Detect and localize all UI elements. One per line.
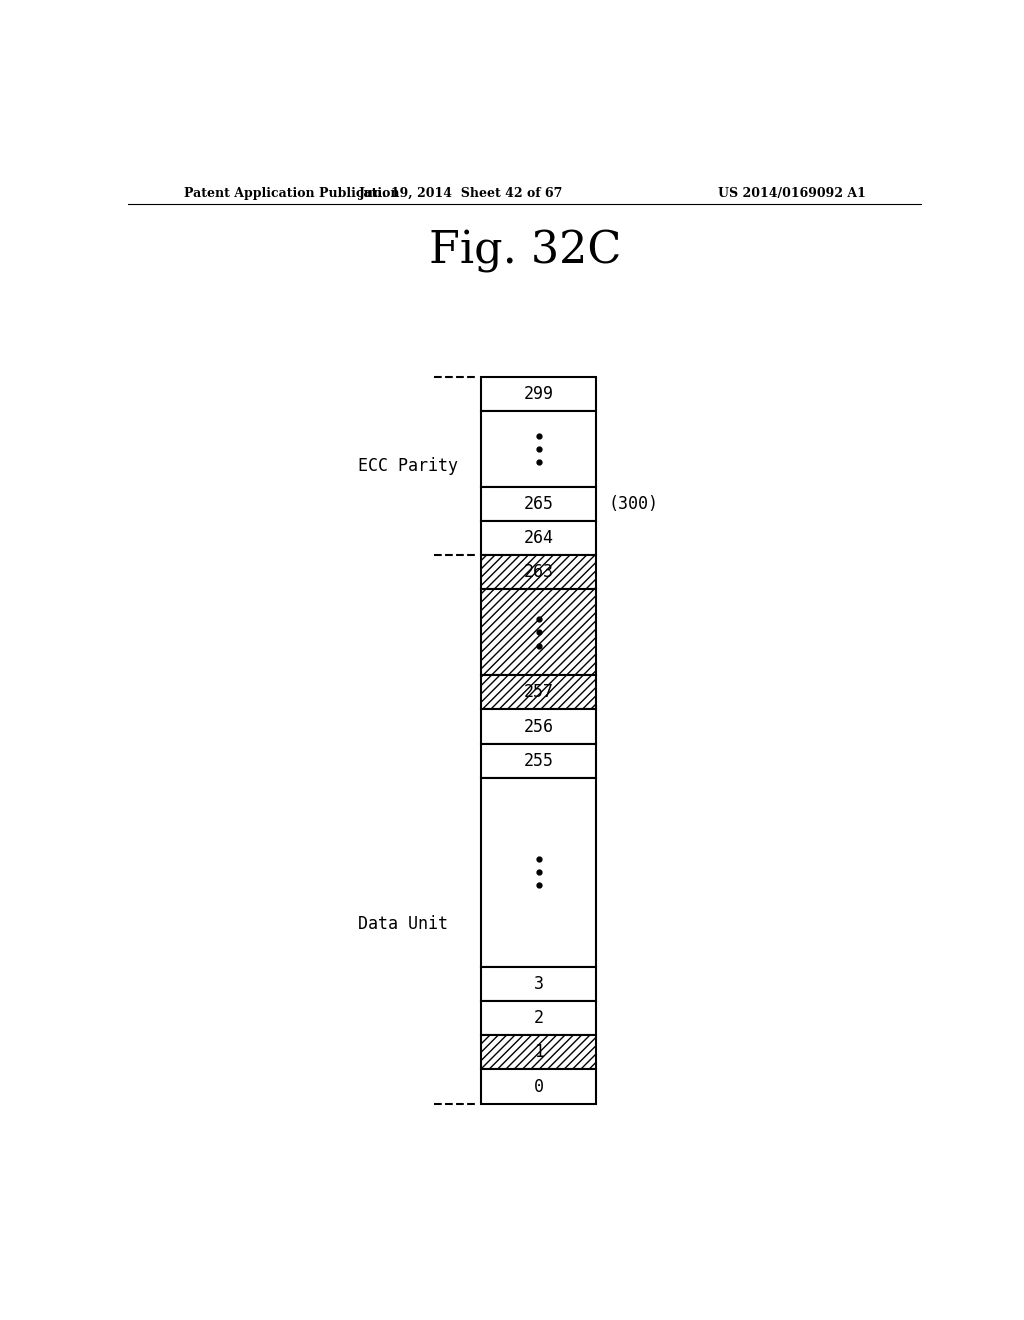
Bar <box>481 709 596 743</box>
Bar <box>481 966 596 1001</box>
Bar <box>481 1001 596 1035</box>
Bar <box>481 675 596 709</box>
Text: 264: 264 <box>523 529 554 546</box>
Text: Jun. 19, 2014  Sheet 42 of 67: Jun. 19, 2014 Sheet 42 of 67 <box>359 187 563 199</box>
Text: 1: 1 <box>534 1043 544 1061</box>
Text: 0: 0 <box>534 1077 544 1096</box>
Text: 263: 263 <box>523 564 554 581</box>
Text: 257: 257 <box>523 684 554 701</box>
Text: 3: 3 <box>534 974 544 993</box>
Bar <box>481 1035 596 1069</box>
Text: Fig. 32C: Fig. 32C <box>429 230 621 273</box>
Text: (300): (300) <box>608 495 658 512</box>
Bar <box>481 743 596 777</box>
Bar <box>481 378 596 412</box>
Text: Data Unit: Data Unit <box>358 915 449 933</box>
Text: Patent Application Publication: Patent Application Publication <box>183 187 399 199</box>
Bar <box>481 777 596 966</box>
Text: 2: 2 <box>534 1008 544 1027</box>
Text: 265: 265 <box>523 495 554 512</box>
Bar <box>481 1035 596 1069</box>
Bar <box>481 590 596 675</box>
Bar <box>481 590 596 675</box>
Text: US 2014/0169092 A1: US 2014/0169092 A1 <box>718 187 866 199</box>
Bar <box>481 521 596 556</box>
Text: 256: 256 <box>523 718 554 735</box>
Bar <box>481 675 596 709</box>
Bar <box>481 487 596 521</box>
Bar <box>481 556 596 590</box>
Text: 255: 255 <box>523 752 554 770</box>
Text: ECC Parity: ECC Parity <box>358 457 458 475</box>
Bar <box>481 556 596 590</box>
Bar <box>481 1069 596 1104</box>
Text: 299: 299 <box>523 385 554 403</box>
Bar <box>481 412 596 487</box>
